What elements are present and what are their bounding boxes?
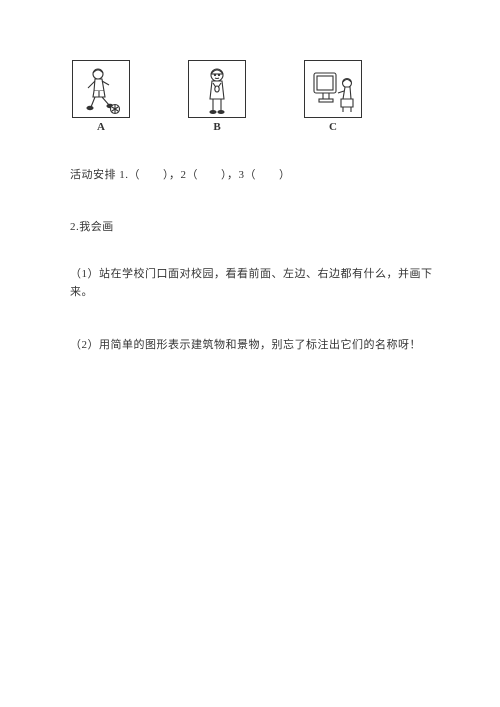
schedule-suffix: ） <box>279 169 291 181</box>
question-2-item-1: （1）站在学校门口面对校园，看看前面、左边、右边都有什么，并画下来。 <box>70 266 445 301</box>
schedule-mid1: ），2（ <box>163 169 198 181</box>
schedule-fill-line: 活动安排 1.（ ），2（ ），3（ ） <box>70 167 445 185</box>
soccer-kid-image <box>72 60 130 118</box>
blank-2 <box>198 169 221 181</box>
blank-3 <box>256 169 279 181</box>
question-2-item-2: （2）用简单的图形表示建筑物和景物，别忘了标注出它们的名称呀！ <box>70 337 445 355</box>
option-b-label: B <box>213 121 220 133</box>
option-a: A <box>72 60 130 133</box>
schedule-mid2: ），3（ <box>221 169 256 181</box>
question-2-title: 2.我会画 <box>70 219 445 237</box>
computer-kid-image <box>304 60 362 118</box>
praying-kid-image <box>188 60 246 118</box>
worksheet-page: A <box>0 0 500 355</box>
blank-1 <box>140 169 163 181</box>
option-c: C <box>304 60 362 133</box>
options-image-row: A <box>72 60 445 133</box>
option-a-label: A <box>97 121 105 133</box>
option-c-label: C <box>329 121 337 133</box>
option-b: B <box>188 60 246 133</box>
schedule-prefix: 活动安排 1.（ <box>70 169 140 181</box>
